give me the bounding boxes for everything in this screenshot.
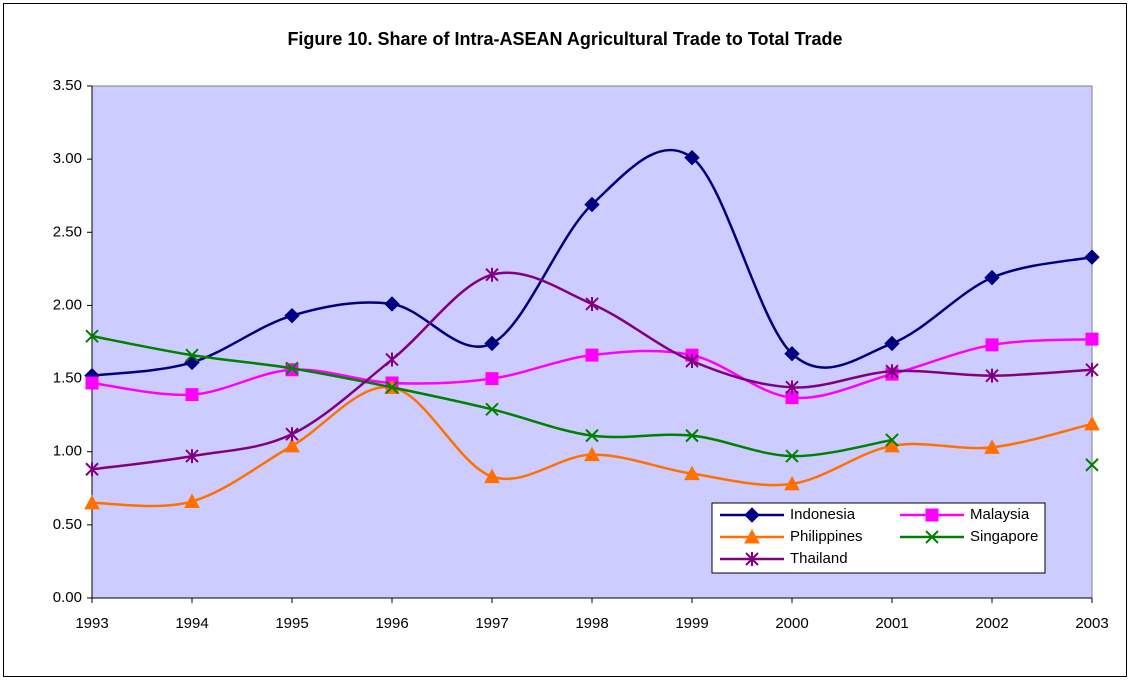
legend-label: Singapore [970,528,1038,545]
marker [185,348,199,362]
marker [685,428,699,443]
marker [385,380,399,395]
x-tick-label: 1993 [75,615,108,632]
series-line [91,148,1093,377]
x-tick-label: 2001 [875,615,908,632]
marker [785,449,799,463]
marker [985,368,999,383]
legend-marker [744,528,760,544]
marker [185,449,199,464]
series-line [91,385,1093,508]
x-tick-label: 1994 [175,615,208,632]
x-tick-label: 2000 [775,615,808,632]
marker [884,335,900,352]
x-tick-label: 2003 [1075,615,1108,632]
marker [684,465,700,481]
x-tick-label: 1997 [475,615,508,632]
marker [485,402,499,416]
legend-label: Malaysia [970,506,1030,523]
legend-label: Philippines [790,528,863,545]
marker [884,437,900,453]
legend-marker [745,552,759,566]
marker [585,348,599,362]
marker [585,296,599,311]
x-tick-label: 1999 [675,615,708,632]
marker [784,345,800,362]
y-tick-label: 1.00 [53,443,82,460]
marker [485,372,499,386]
chart-title: Figure 10. Share of Intra-ASEAN Agricult… [287,29,842,49]
legend-marker [744,507,760,523]
marker [785,380,799,395]
x-tick-label: 1995 [275,615,308,632]
x-tick-label: 2002 [975,615,1008,632]
y-tick-label: 0.50 [53,516,82,533]
marker [1084,415,1100,431]
marker [785,391,799,405]
marker [684,149,700,166]
y-tick-label: 2.00 [53,296,82,313]
marker [584,446,600,462]
marker [484,335,500,352]
marker [185,388,199,402]
legend-marker [925,508,939,522]
marker [384,296,400,312]
marker [284,437,300,453]
x-tick-label: 1998 [575,615,608,632]
legend-label: Indonesia [790,506,856,523]
y-tick-label: 3.50 [53,77,82,94]
y-tick-label: 1.50 [53,370,82,387]
y-tick-label: 3.00 [53,150,82,167]
marker [485,267,499,282]
marker [385,352,399,367]
marker [1085,458,1099,472]
marker [784,475,800,491]
marker [584,196,600,213]
marker [284,307,300,324]
marker [184,493,200,508]
y-tick-label: 0.00 [53,589,82,606]
marker [984,269,1000,286]
marker [1085,332,1099,346]
marker [85,376,99,390]
marker [885,364,899,379]
legend-label: Thailand [790,550,848,567]
marker [885,433,899,447]
marker [984,439,1000,454]
marker [585,428,599,443]
marker [85,462,99,477]
marker [484,468,500,484]
y-tick-label: 2.50 [53,223,82,240]
marker [1085,362,1099,377]
marker [985,338,999,352]
marker [685,354,699,369]
legend-marker [925,530,939,544]
x-tick-label: 1996 [375,615,408,632]
marker [285,361,299,376]
marker [85,329,99,343]
marker [84,494,100,510]
marker [285,427,299,442]
marker [1084,249,1100,265]
